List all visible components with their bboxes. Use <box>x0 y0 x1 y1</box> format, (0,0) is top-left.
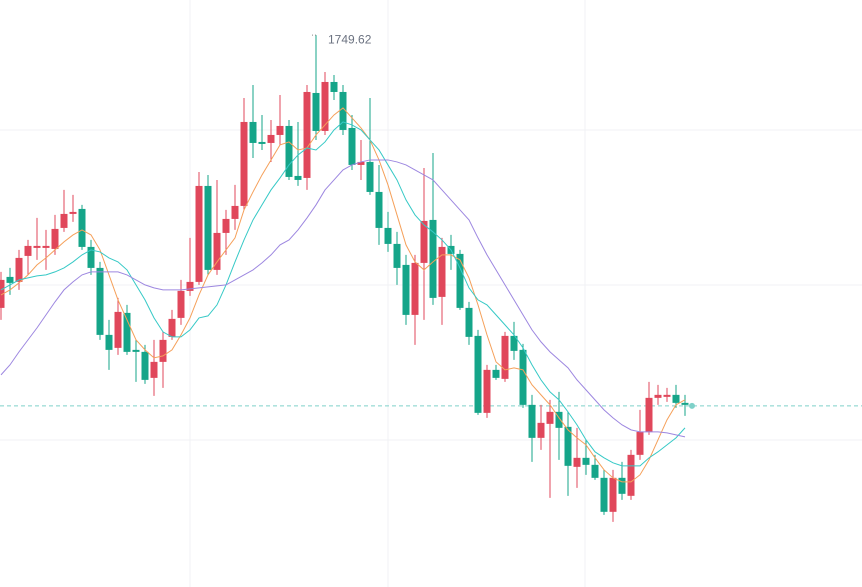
moving-average-line <box>0 159 686 438</box>
candle-body <box>96 267 104 335</box>
candle-body <box>618 477 626 494</box>
candle-body <box>240 121 248 206</box>
candle-body <box>159 339 167 362</box>
candle-body <box>420 220 428 263</box>
candle-body <box>60 213 68 228</box>
candle-body <box>555 411 563 428</box>
candle-body <box>438 246 446 297</box>
candle-body <box>681 402 689 405</box>
candle-body <box>357 161 365 165</box>
candle-body <box>573 457 581 467</box>
candle-body <box>132 349 140 352</box>
moving-average-line <box>0 107 686 483</box>
candle-body <box>105 334 113 350</box>
candle-body <box>195 185 203 282</box>
candle-body <box>339 91 347 130</box>
candle-body <box>312 92 320 131</box>
candle-body <box>150 361 158 378</box>
candle-body <box>321 81 329 131</box>
candle-body <box>258 141 266 144</box>
candle-body <box>285 125 293 177</box>
candle-body <box>24 245 32 256</box>
candle-body <box>582 457 590 465</box>
candle-body <box>483 369 491 413</box>
candle-body <box>411 262 419 315</box>
candle-body <box>69 211 77 214</box>
candle-body <box>267 134 275 143</box>
candle-body <box>465 307 473 337</box>
candle-body <box>249 121 257 143</box>
high-label: 1749.62 <box>328 32 372 46</box>
candle-body <box>15 257 23 282</box>
candle-body <box>186 281 194 291</box>
candle-body <box>6 276 14 283</box>
candle-body <box>303 91 311 178</box>
candle-body <box>609 477 617 512</box>
candle-body <box>654 394 662 398</box>
candle-body <box>204 185 212 270</box>
candle-body <box>168 318 176 337</box>
candle-body <box>519 349 527 405</box>
candle-body <box>330 81 338 92</box>
candle-body <box>663 394 671 397</box>
candle-body <box>600 477 608 512</box>
candle-body <box>546 411 554 424</box>
candle-body <box>114 311 122 348</box>
candle-body <box>492 369 500 378</box>
candle-body <box>213 232 221 270</box>
candle-body <box>222 218 230 233</box>
candle-body <box>474 335 482 413</box>
candle-body <box>627 454 635 496</box>
candle-body <box>456 253 464 308</box>
candle-body <box>645 397 653 432</box>
candle-body <box>348 127 356 165</box>
candle-body <box>501 335 509 379</box>
candle-body <box>33 245 41 248</box>
candle-body <box>429 219 437 298</box>
candle-body <box>528 404 536 438</box>
candle-body <box>510 335 518 351</box>
candle-body <box>564 426 572 466</box>
candle-body <box>231 205 239 219</box>
candle-body <box>402 264 410 315</box>
candle-body <box>294 175 302 180</box>
candle-body <box>366 161 374 192</box>
candle-body <box>636 431 644 455</box>
current-price-dot <box>689 402 695 409</box>
candle-body <box>375 191 383 228</box>
candle-body <box>42 245 50 248</box>
candle-body <box>537 422 545 438</box>
candle-body <box>78 208 86 247</box>
candle-body <box>51 228 59 249</box>
candle-body <box>141 351 149 380</box>
candle-body <box>393 243 401 268</box>
candle-body <box>591 464 599 478</box>
candle-body <box>123 312 131 352</box>
moving-average-line <box>0 121 686 467</box>
candle-body <box>177 290 185 318</box>
candle-body <box>87 246 95 268</box>
candle-body <box>276 125 284 135</box>
candle-body <box>384 227 392 244</box>
candle-body <box>672 394 680 403</box>
